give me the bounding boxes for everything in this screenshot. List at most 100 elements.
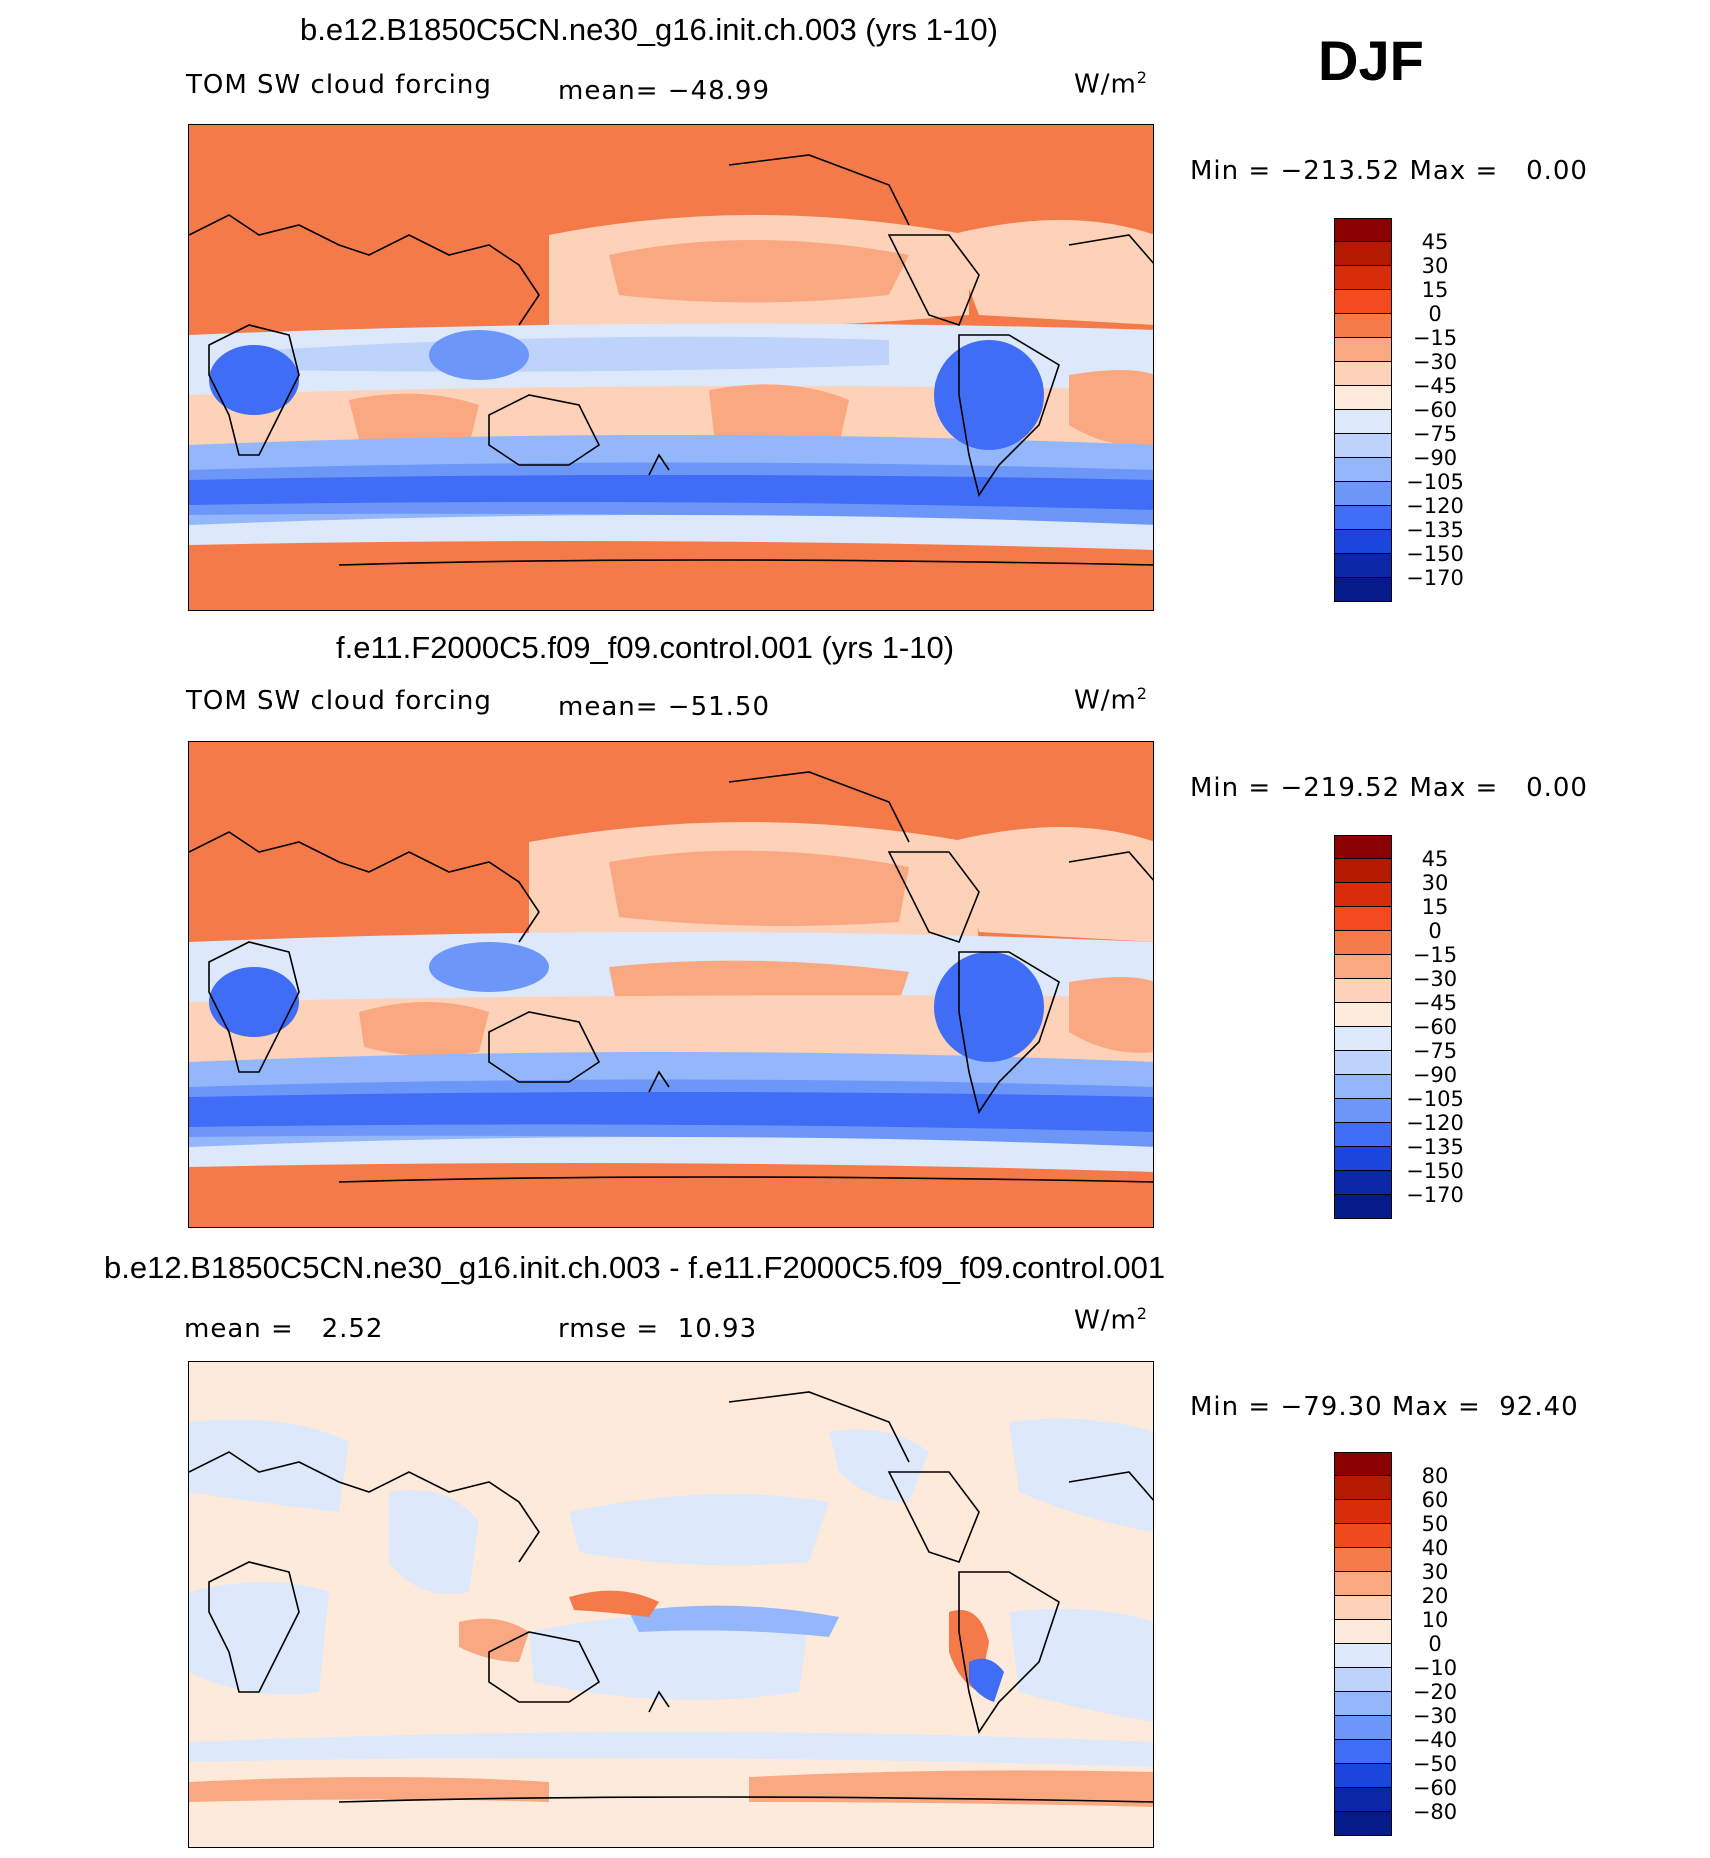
panel3-title: b.e12.B1850C5CN.ne30_g16.init.ch.003 - f… (104, 1250, 1166, 1285)
cbar-tick-label: −135 (1406, 1135, 1464, 1159)
colorbar-swatch (1334, 530, 1392, 554)
colorbar-swatch (1334, 266, 1392, 290)
cbar-tick-label: 15 (1421, 895, 1449, 919)
panel2-units: W/m2 (1074, 684, 1148, 716)
cbar-tick-label: −75 (1412, 422, 1458, 446)
cbar-tick-label: 50 (1421, 1512, 1449, 1536)
cbar-tick-label: 30 (1421, 254, 1449, 278)
cbar-tick-label: −75 (1412, 1039, 1458, 1063)
colorbar-swatch (1334, 859, 1392, 883)
panel2-minmax: Min = −219.52 Max = 0.00 (1190, 773, 1588, 803)
colorbar-swatch (1334, 554, 1392, 578)
colorbar-swatch (1334, 314, 1392, 338)
panel1-colorbar (1334, 218, 1392, 602)
cbar-tick-label: 15 (1421, 278, 1449, 302)
cbar-tick-label: −10 (1412, 1656, 1458, 1680)
colorbar-swatch (1334, 1099, 1392, 1123)
cbar-tick-label: −40 (1412, 1728, 1458, 1752)
colorbar-swatch (1334, 242, 1392, 266)
colorbar-swatch (1334, 290, 1392, 314)
cbar-tick-label: −135 (1406, 518, 1464, 542)
panel3-minmax: Min = −79.30 Max = 92.40 (1190, 1392, 1579, 1422)
colorbar-swatch (1334, 1620, 1392, 1644)
cbar-tick-label: 30 (1421, 1560, 1449, 1584)
colorbar-swatch (1334, 1452, 1392, 1476)
panel2-variable-label: TOM SW cloud forcing (186, 686, 492, 716)
colorbar-swatch (1334, 979, 1392, 1003)
colorbar-swatch (1334, 1740, 1392, 1764)
colorbar-swatch (1334, 1075, 1392, 1099)
cbar-tick-label: −90 (1412, 1063, 1458, 1087)
colorbar-swatch (1334, 1003, 1392, 1027)
panel3-rmse-label: rmse = 10.93 (558, 1314, 758, 1344)
panel3-colorbar (1334, 1452, 1392, 1836)
cbar-tick-label: −20 (1412, 1680, 1458, 1704)
cbar-tick-label: −60 (1412, 1776, 1458, 1800)
cbar-tick-label: −45 (1412, 991, 1458, 1015)
panel3-mean-label: mean = 2.52 (184, 1314, 384, 1344)
cbar-tick-label: 60 (1421, 1488, 1449, 1512)
colorbar-swatch (1334, 578, 1392, 602)
cbar-tick-label: −105 (1406, 470, 1464, 494)
colorbar-swatch (1334, 218, 1392, 242)
colorbar-swatch (1334, 1572, 1392, 1596)
cbar-tick-label: −30 (1412, 350, 1458, 374)
colorbar-swatch (1334, 1500, 1392, 1524)
cbar-tick-label: 0 (1428, 302, 1442, 326)
colorbar-swatch (1334, 1788, 1392, 1812)
colorbar-swatch (1334, 1171, 1392, 1195)
colorbar-swatch (1334, 835, 1392, 859)
colorbar-swatch (1334, 362, 1392, 386)
panel1-variable-label: TOM SW cloud forcing (186, 70, 492, 100)
panel1-title: b.e12.B1850C5CN.ne30_g16.init.ch.003 (yr… (300, 12, 998, 47)
cbar-tick-label: 45 (1421, 847, 1449, 871)
panel1-units: W/m2 (1074, 68, 1148, 100)
cbar-tick-label: −170 (1406, 566, 1464, 590)
cbar-tick-label: −60 (1412, 398, 1458, 422)
colorbar-swatch (1334, 1195, 1392, 1219)
cbar-tick-label: −50 (1412, 1752, 1458, 1776)
colorbar-swatch (1334, 338, 1392, 362)
cbar-tick-label: −80 (1412, 1800, 1458, 1824)
colorbar-swatch (1334, 1596, 1392, 1620)
cbar-tick-label: −120 (1406, 1111, 1464, 1135)
cbar-tick-label: −90 (1412, 446, 1458, 470)
cbar-tick-label: 0 (1428, 919, 1442, 943)
panel2-colorbar (1334, 835, 1392, 1219)
cbar-tick-label: 0 (1428, 1632, 1442, 1656)
colorbar-swatch (1334, 955, 1392, 979)
cbar-tick-label: −150 (1406, 1159, 1464, 1183)
cbar-tick-label: −15 (1412, 943, 1458, 967)
colorbar-swatch (1334, 1476, 1392, 1500)
cbar-tick-label: 80 (1421, 1464, 1449, 1488)
cbar-tick-label: −30 (1412, 967, 1458, 991)
cbar-tick-label: −120 (1406, 494, 1464, 518)
colorbar-swatch (1334, 1147, 1392, 1171)
panel1-minmax: Min = −213.52 Max = 0.00 (1190, 156, 1588, 186)
colorbar-swatch (1334, 1764, 1392, 1788)
panel1-mean-label: mean= −48.99 (558, 76, 771, 106)
cbar-tick-label: −30 (1412, 1704, 1458, 1728)
colorbar-swatch (1334, 907, 1392, 931)
colorbar-swatch (1334, 883, 1392, 907)
colorbar-swatch (1334, 506, 1392, 530)
colorbar-swatch (1334, 1644, 1392, 1668)
cbar-tick-label: 45 (1421, 230, 1449, 254)
colorbar-swatch (1334, 1051, 1392, 1075)
colorbar-swatch (1334, 386, 1392, 410)
colorbar-swatch (1334, 1548, 1392, 1572)
cbar-tick-label: −170 (1406, 1183, 1464, 1207)
panel3-units: W/m2 (1074, 1304, 1148, 1336)
cbar-tick-label: −45 (1412, 374, 1458, 398)
colorbar-swatch (1334, 1524, 1392, 1548)
colorbar-swatch (1334, 1027, 1392, 1051)
cbar-tick-label: −15 (1412, 326, 1458, 350)
panel2-title: f.e11.F2000C5.f09_f09.control.001 (yrs 1… (336, 630, 955, 665)
cbar-tick-label: 30 (1421, 871, 1449, 895)
colorbar-swatch (1334, 1692, 1392, 1716)
cbar-tick-label: −150 (1406, 542, 1464, 566)
cbar-tick-label: 20 (1421, 1584, 1449, 1608)
colorbar-swatch (1334, 1812, 1392, 1836)
cbar-tick-label: −105 (1406, 1087, 1464, 1111)
panel1-map (188, 124, 1154, 611)
